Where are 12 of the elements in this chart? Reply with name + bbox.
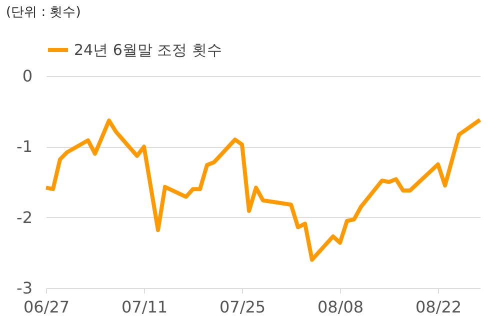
x-tick-label: 08/22 — [415, 298, 462, 316]
x-tick-label: 07/11 — [121, 298, 168, 316]
x-tick-label: 06/27 — [23, 298, 70, 316]
text: (단위 : 횟수) — [6, 5, 81, 20]
x-tick-label: 08/08 — [317, 298, 364, 316]
y-tick-label: -3 — [16, 278, 32, 298]
y-tick-label: -1 — [16, 137, 32, 156]
line-series — [44, 118, 482, 262]
x-tick-label: 07/25 — [219, 298, 266, 316]
legend-label: 24년 6월말 조정 횟수 — [74, 41, 222, 59]
y-tick-label: 0 — [22, 66, 32, 86]
y-tick-label: -2 — [16, 208, 32, 227]
